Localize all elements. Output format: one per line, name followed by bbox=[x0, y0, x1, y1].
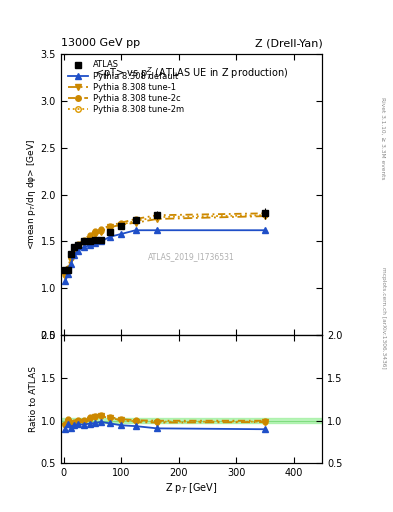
Text: Z (Drell-Yan): Z (Drell-Yan) bbox=[255, 38, 322, 48]
X-axis label: Z p$_T$ [GeV]: Z p$_T$ [GeV] bbox=[165, 481, 218, 495]
Y-axis label: Ratio to ATLAS: Ratio to ATLAS bbox=[29, 367, 38, 432]
Text: mcplots.cern.ch [arXiv:1306.3436]: mcplots.cern.ch [arXiv:1306.3436] bbox=[381, 267, 386, 368]
Text: 13000 GeV pp: 13000 GeV pp bbox=[61, 38, 140, 48]
Bar bbox=[61, 418, 322, 423]
Text: Rivet 3.1.10, ≥ 3.3M events: Rivet 3.1.10, ≥ 3.3M events bbox=[381, 97, 386, 180]
Text: ATLAS_2019_I1736531: ATLAS_2019_I1736531 bbox=[148, 252, 235, 261]
Text: <pT> vs p$_T^Z$ (ATLAS UE in Z production): <pT> vs p$_T^Z$ (ATLAS UE in Z productio… bbox=[95, 65, 288, 82]
Legend: ATLAS, Pythia 8.308 default, Pythia 8.308 tune-1, Pythia 8.308 tune-2c, Pythia 8: ATLAS, Pythia 8.308 default, Pythia 8.30… bbox=[65, 58, 186, 116]
Y-axis label: <mean p$_T$/dη dφ> [GeV]: <mean p$_T$/dη dφ> [GeV] bbox=[25, 139, 38, 250]
